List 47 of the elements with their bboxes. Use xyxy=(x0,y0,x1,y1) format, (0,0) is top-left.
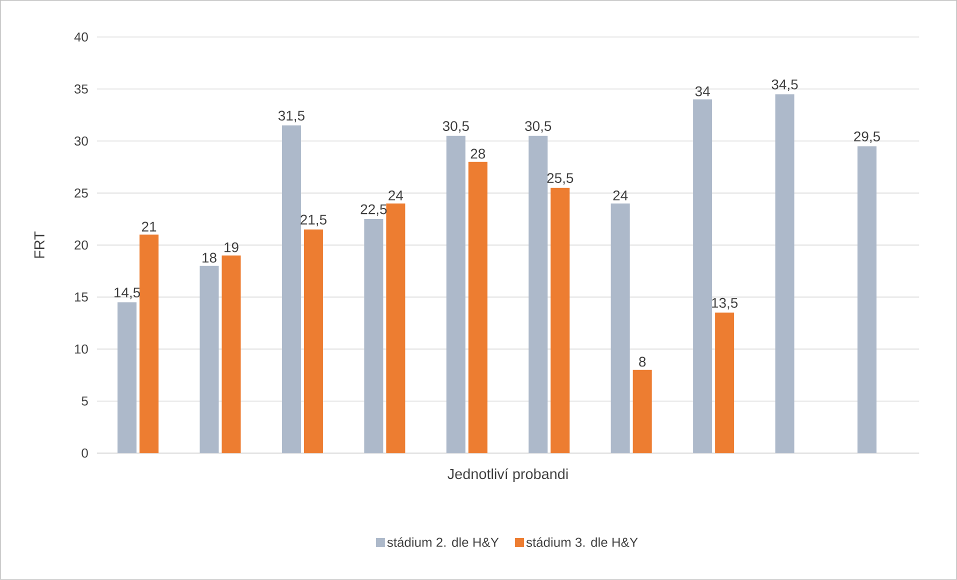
data-label: 24 xyxy=(613,190,628,200)
bar xyxy=(446,136,466,454)
data-label: 21,5 xyxy=(300,214,326,226)
bar xyxy=(857,146,876,454)
data-label: 30,5 xyxy=(442,121,469,133)
data-label: 29,5 xyxy=(854,132,880,144)
data-label: 34 xyxy=(695,86,710,96)
y-tick-label: 30 xyxy=(74,136,88,146)
bar xyxy=(200,266,219,454)
data-label: 18 xyxy=(202,252,216,263)
bar xyxy=(468,162,488,454)
bar xyxy=(282,125,301,454)
legend-label: stádium 2. dle H&Y xyxy=(387,537,499,547)
bar xyxy=(693,99,712,454)
data-label: 25,5 xyxy=(547,173,574,185)
y-tick-label: 20 xyxy=(74,240,88,250)
x-axis-title: Jednotliví probandi xyxy=(448,468,568,482)
bar xyxy=(610,203,630,454)
y-tick-label: 40 xyxy=(74,32,88,42)
data-label: 31,5 xyxy=(278,110,304,122)
y-tick-label: 10 xyxy=(74,344,88,354)
bar xyxy=(775,94,794,454)
legend-label: stádium 3. dle H&Y xyxy=(526,537,638,547)
data-label: 8 xyxy=(639,356,646,367)
bar xyxy=(222,256,241,454)
bar xyxy=(140,234,159,454)
y-tick-label: 35 xyxy=(74,84,88,94)
data-label: 34,5 xyxy=(772,80,798,92)
bar xyxy=(632,370,652,454)
bar xyxy=(550,188,570,454)
bar xyxy=(715,312,734,454)
bar xyxy=(118,302,137,454)
data-label: 21 xyxy=(142,222,156,232)
y-tick-label: 0 xyxy=(82,448,88,458)
bar xyxy=(386,203,406,454)
data-label: 19 xyxy=(224,242,238,252)
y-tick-label: 25 xyxy=(74,188,88,198)
y-tick-label: 15 xyxy=(74,292,88,302)
y-tick-label: 5 xyxy=(82,396,88,406)
y-axis-title: FRT xyxy=(34,232,44,258)
data-label: 24 xyxy=(388,190,404,200)
bar xyxy=(528,136,548,454)
bar xyxy=(364,219,384,454)
bar xyxy=(304,230,323,454)
data-label: 30,5 xyxy=(525,121,552,133)
data-label: 28 xyxy=(470,148,486,159)
data-label: 13,5 xyxy=(712,298,738,310)
